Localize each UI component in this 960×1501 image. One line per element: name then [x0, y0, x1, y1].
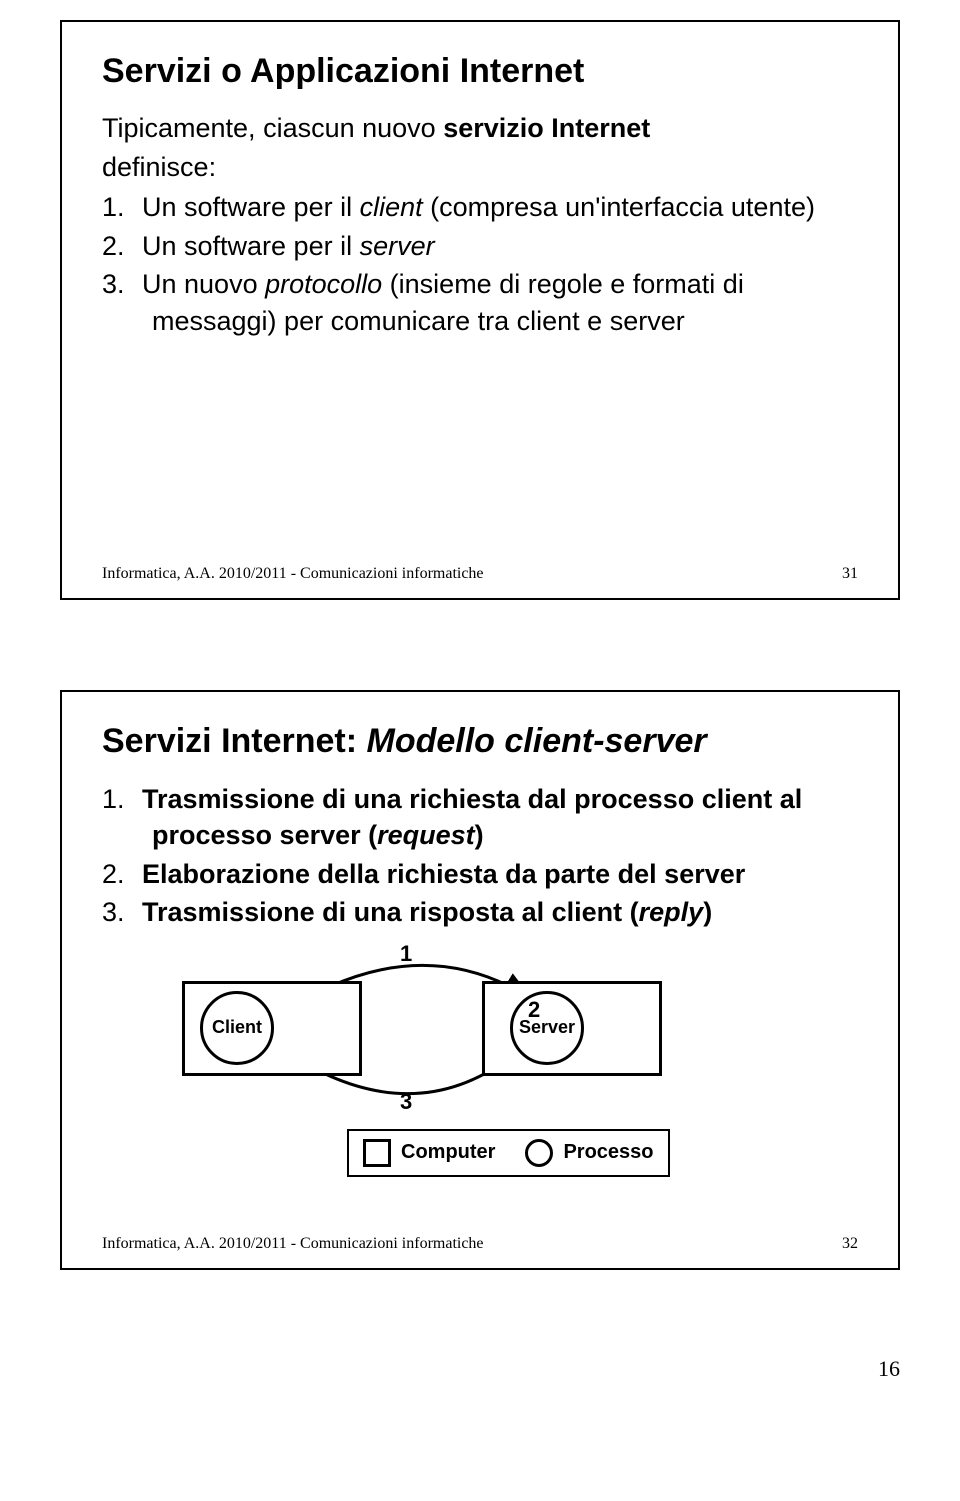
item-text: )	[475, 820, 484, 850]
item-text: Elaborazione della richiesta da parte de…	[142, 859, 745, 889]
item-number: 3.	[102, 894, 142, 930]
step-1-label: 1	[400, 941, 412, 967]
server-process-circle: Server	[510, 991, 584, 1065]
list-item: 1.Un software per il client (compresa un…	[102, 189, 858, 225]
slide-1: Servizi o Applicazioni Internet Tipicame…	[60, 20, 900, 600]
page: Servizi o Applicazioni Internet Tipicame…	[0, 0, 960, 1390]
slide-1-lead2: definisce:	[102, 150, 858, 185]
item-italic: reply	[639, 897, 704, 927]
legend-computer: Computer	[363, 1139, 495, 1167]
footer-text: Informatica, A.A. 2010/2011 - Comunicazi…	[102, 1235, 484, 1253]
slide-1-title: Servizi o Applicazioni Internet	[102, 52, 858, 91]
list-item: 3.Trasmissione di una risposta al client…	[102, 894, 858, 930]
item-italic: client	[360, 192, 423, 222]
slide-number: 31	[842, 565, 858, 583]
list-item: 2.Elaborazione della richiesta da parte …	[102, 856, 858, 892]
client-server-diagram: Client Server 2 1 3 Computer Processo	[182, 941, 782, 1171]
client-label: Client	[212, 1017, 262, 1038]
list-item: 1.Trasmissione di una richiesta dal proc…	[102, 781, 858, 854]
square-icon	[363, 1139, 391, 1167]
list-item: 2.Un software per il server	[102, 228, 858, 264]
lead-text-1: Tipicamente, ciascun nuovo	[102, 113, 443, 143]
slide-2: Servizi Internet: Modello client-server …	[60, 690, 900, 1270]
diagram-legend: Computer Processo	[347, 1129, 670, 1177]
item-text: )	[703, 897, 712, 927]
page-number: 16	[878, 1356, 900, 1382]
lead-text-bold: servizio Internet	[443, 113, 650, 143]
item-italic: server	[360, 231, 435, 261]
legend-process: Processo	[525, 1139, 653, 1167]
slide-2-footer: Informatica, A.A. 2010/2011 - Comunicazi…	[102, 1235, 858, 1253]
client-process-circle: Client	[200, 991, 274, 1065]
footer-text: Informatica, A.A. 2010/2011 - Comunicazi…	[102, 565, 484, 583]
item-number: 2.	[102, 228, 142, 264]
slide-number: 32	[842, 1235, 858, 1253]
item-number: 1.	[102, 189, 142, 225]
item-text: Trasmissione di una risposta al client (	[142, 897, 639, 927]
item-text: Un nuovo	[142, 269, 265, 299]
item-number: 1.	[102, 781, 142, 817]
title-part-b: Modello client-server	[367, 722, 707, 760]
legend-process-label: Processo	[563, 1141, 653, 1164]
item-italic: request	[377, 820, 475, 850]
item-number: 2.	[102, 856, 142, 892]
step-2-label: 2	[528, 997, 540, 1023]
item-text: Un software per il	[142, 192, 360, 222]
circle-icon	[525, 1139, 553, 1167]
slide-2-list: 1.Trasmissione di una richiesta dal proc…	[102, 781, 858, 931]
item-italic: protocollo	[265, 269, 382, 299]
item-text: Un software per il	[142, 231, 360, 261]
slide-1-footer: Informatica, A.A. 2010/2011 - Comunicazi…	[102, 565, 858, 583]
item-number: 3.	[102, 266, 142, 302]
legend-computer-label: Computer	[401, 1141, 495, 1164]
item-text: (compresa un'interfaccia utente)	[423, 192, 815, 222]
title-part-a: Servizi Internet:	[102, 722, 367, 760]
step-3-label: 3	[400, 1089, 412, 1115]
slide-1-list: 1.Un software per il client (compresa un…	[102, 189, 858, 339]
list-item: 3.Un nuovo protocollo (insieme di regole…	[102, 266, 858, 339]
slide-2-title: Servizi Internet: Modello client-server	[102, 722, 858, 761]
slide-1-lead: Tipicamente, ciascun nuovo servizio Inte…	[102, 111, 858, 146]
